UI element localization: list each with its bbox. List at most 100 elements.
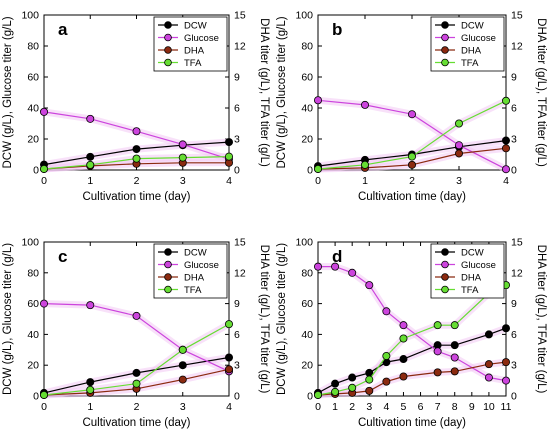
y-left-tick-label: 0 <box>307 165 313 177</box>
data-point-glucose <box>501 165 510 174</box>
x-tick-label: 3 <box>180 401 186 413</box>
data-point-tfa <box>132 379 141 388</box>
data-point-dha <box>407 160 416 169</box>
x-axis-title: Cultivation time (day) <box>82 417 190 429</box>
panel-letter: b <box>332 20 342 39</box>
data-point-glucose <box>450 353 459 362</box>
x-tick-label: 7 <box>435 401 441 413</box>
legend-marker <box>164 21 172 29</box>
y-left-tick-label: 60 <box>301 72 313 84</box>
y-right-axis-title: DHA titer (g/L), TFA titer (g/L) <box>535 245 547 394</box>
y-left-axis-title: DCW (g/L), Glucose titer (g/L) <box>276 243 288 395</box>
y-left-tick-label: 60 <box>27 72 39 84</box>
y-right-axis-title: DHA titer (g/L), TFA titer (g/L) <box>258 245 270 394</box>
data-point-tfa <box>178 153 187 162</box>
y-right-tick-label: 0 <box>234 391 240 403</box>
data-point-glucose <box>484 373 493 382</box>
x-tick-label: 2 <box>349 401 355 413</box>
y-left-tick-label: 40 <box>301 103 313 115</box>
y-left-tick-label: 0 <box>33 165 39 177</box>
data-point-dha <box>454 149 463 158</box>
data-point-dcw <box>399 355 408 364</box>
data-point-glucose <box>178 140 187 149</box>
y-right-tick-label: 3 <box>234 360 240 372</box>
legend-marker <box>441 33 449 42</box>
data-point-dha <box>484 360 493 369</box>
data-point-dha <box>399 372 408 381</box>
y-left-axis-title: DCW (g/L), Glucose titer (g/L) <box>276 16 288 168</box>
y-left-tick-label: 80 <box>27 267 39 279</box>
legend-marker <box>441 46 449 54</box>
x-tick-label: 10 <box>483 401 495 413</box>
data-point-dcw <box>86 152 95 161</box>
panel-letter: a <box>58 20 68 39</box>
legend-label: DHA <box>184 46 205 57</box>
legend-label: DHA <box>461 273 482 284</box>
data-point-tfa <box>86 385 95 394</box>
legend-label: TFA <box>184 285 202 296</box>
data-point-dcw <box>484 330 493 339</box>
y-left-tick-label: 40 <box>27 329 39 341</box>
y-right-tick-label: 15 <box>511 10 523 22</box>
data-point-glucose <box>348 268 357 277</box>
data-point-glucose <box>382 307 391 316</box>
legend-label: Glucose <box>184 260 219 271</box>
data-point-tfa <box>454 119 463 128</box>
data-point-tfa <box>313 390 322 399</box>
x-axis-title: Cultivation time (day) <box>358 191 466 203</box>
data-point-tfa <box>382 351 391 360</box>
y-left-tick-label: 0 <box>33 391 39 403</box>
y-right-tick-label: 0 <box>511 391 517 403</box>
data-point-tfa <box>399 334 408 343</box>
data-point-dcw <box>86 378 95 387</box>
data-point-glucose <box>433 347 442 356</box>
x-tick-label: 0 <box>315 175 321 187</box>
x-tick-label: 3 <box>366 401 372 413</box>
legend-marker <box>164 46 172 54</box>
legend-marker <box>164 285 172 294</box>
y-left-axis-title: DCW (g/L), Glucose titer (g/L) <box>2 16 14 168</box>
panel-d: 0 1 2 3 4 5 6 7 8 9 10 1102040608010003691215Cultiv… <box>276 237 547 430</box>
data-point-dha <box>178 375 187 384</box>
data-point-tfa <box>178 345 187 354</box>
x-tick-label: 1 <box>87 175 93 187</box>
x-tick-label: 6 <box>418 401 424 413</box>
data-point-dcw <box>178 361 187 370</box>
y-right-tick-label: 6 <box>234 103 240 115</box>
data-point-dcw <box>224 138 233 147</box>
y-right-tick-label: 6 <box>511 103 517 115</box>
y-left-tick-label: 100 <box>21 10 39 22</box>
y-right-tick-label: 15 <box>511 237 523 249</box>
y-right-tick-label: 9 <box>511 298 517 310</box>
y-right-tick-label: 0 <box>234 165 240 177</box>
y-right-axis-title: DHA titer (g/L), TFA titer (g/L) <box>258 18 270 167</box>
data-point-glucose <box>454 141 463 150</box>
x-axis-title: Cultivation time (day) <box>82 191 190 203</box>
y-right-tick-label: 12 <box>234 267 246 279</box>
data-point-dcw <box>348 373 357 382</box>
y-right-tick-label: 9 <box>511 72 517 84</box>
y-left-tick-label: 20 <box>27 360 39 372</box>
x-tick-label: 3 <box>456 175 462 187</box>
legend-marker <box>441 21 449 29</box>
data-point-dha <box>365 386 374 395</box>
series-line-dha <box>317 361 507 396</box>
panel-letter: d <box>332 247 342 266</box>
x-tick-label: 2 <box>409 175 415 187</box>
x-tick-label: 8 <box>452 401 458 413</box>
x-tick-label: 2 <box>134 401 140 413</box>
data-point-dcw <box>132 145 141 154</box>
data-point-tfa <box>433 321 442 330</box>
data-point-dcw <box>331 379 340 388</box>
plot-frame <box>317 241 507 397</box>
data-point-glucose <box>40 107 49 116</box>
y-right-tick-label: 3 <box>234 134 240 146</box>
legend-marker <box>164 58 172 67</box>
data-point-glucose <box>399 321 408 330</box>
data-point-tfa <box>365 375 374 384</box>
y-right-axis-title: DHA titer (g/L), TFA titer (g/L) <box>535 18 547 167</box>
